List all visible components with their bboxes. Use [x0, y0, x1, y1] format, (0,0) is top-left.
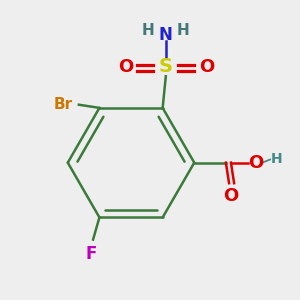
Text: Br: Br	[53, 97, 73, 112]
Text: F: F	[86, 245, 97, 263]
Text: H: H	[142, 23, 155, 38]
Text: O: O	[118, 58, 133, 76]
Text: O: O	[223, 187, 238, 205]
Text: O: O	[248, 154, 263, 172]
Text: S: S	[159, 57, 173, 76]
Text: H: H	[177, 23, 190, 38]
Text: O: O	[199, 58, 214, 76]
Text: N: N	[159, 26, 173, 44]
Text: H: H	[271, 152, 282, 167]
